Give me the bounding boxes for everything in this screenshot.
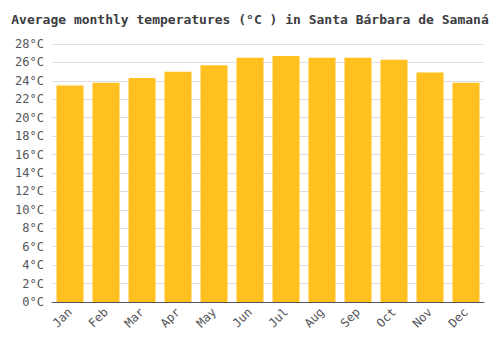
svg-text:24°C: 24°C: [15, 74, 44, 88]
svg-text:18°C: 18°C: [15, 129, 44, 143]
svg-text:12°C: 12°C: [15, 184, 44, 198]
svg-text:16°C: 16°C: [15, 148, 44, 162]
svg-text:Jan: Jan: [50, 305, 75, 330]
svg-text:Average monthly temperatures (: Average monthly temperatures (°C ) in Sa…: [11, 12, 489, 27]
svg-text:May: May: [194, 305, 219, 330]
svg-text:Feb: Feb: [86, 305, 111, 330]
svg-text:Apr: Apr: [158, 305, 183, 330]
svg-text:Mar: Mar: [122, 305, 147, 330]
svg-text:Jul: Jul: [266, 305, 291, 330]
svg-text:Sep: Sep: [338, 305, 363, 330]
svg-text:26°C: 26°C: [15, 55, 44, 69]
svg-text:6°C: 6°C: [22, 240, 44, 254]
svg-text:0°C: 0°C: [22, 295, 44, 309]
svg-text:Jun: Jun: [230, 305, 255, 330]
svg-text:10°C: 10°C: [15, 203, 44, 217]
svg-text:22°C: 22°C: [15, 92, 44, 106]
svg-text:20°C: 20°C: [15, 111, 44, 125]
svg-text:14°C: 14°C: [15, 166, 44, 180]
svg-text:8°C: 8°C: [22, 221, 44, 235]
svg-text:Dec: Dec: [446, 305, 471, 330]
svg-text:2°C: 2°C: [22, 277, 44, 291]
svg-text:4°C: 4°C: [22, 258, 44, 272]
svg-text:Aug: Aug: [302, 305, 327, 330]
svg-text:Oct: Oct: [374, 305, 399, 330]
svg-text:28°C: 28°C: [15, 37, 44, 51]
svg-text:Nov: Nov: [410, 305, 435, 330]
